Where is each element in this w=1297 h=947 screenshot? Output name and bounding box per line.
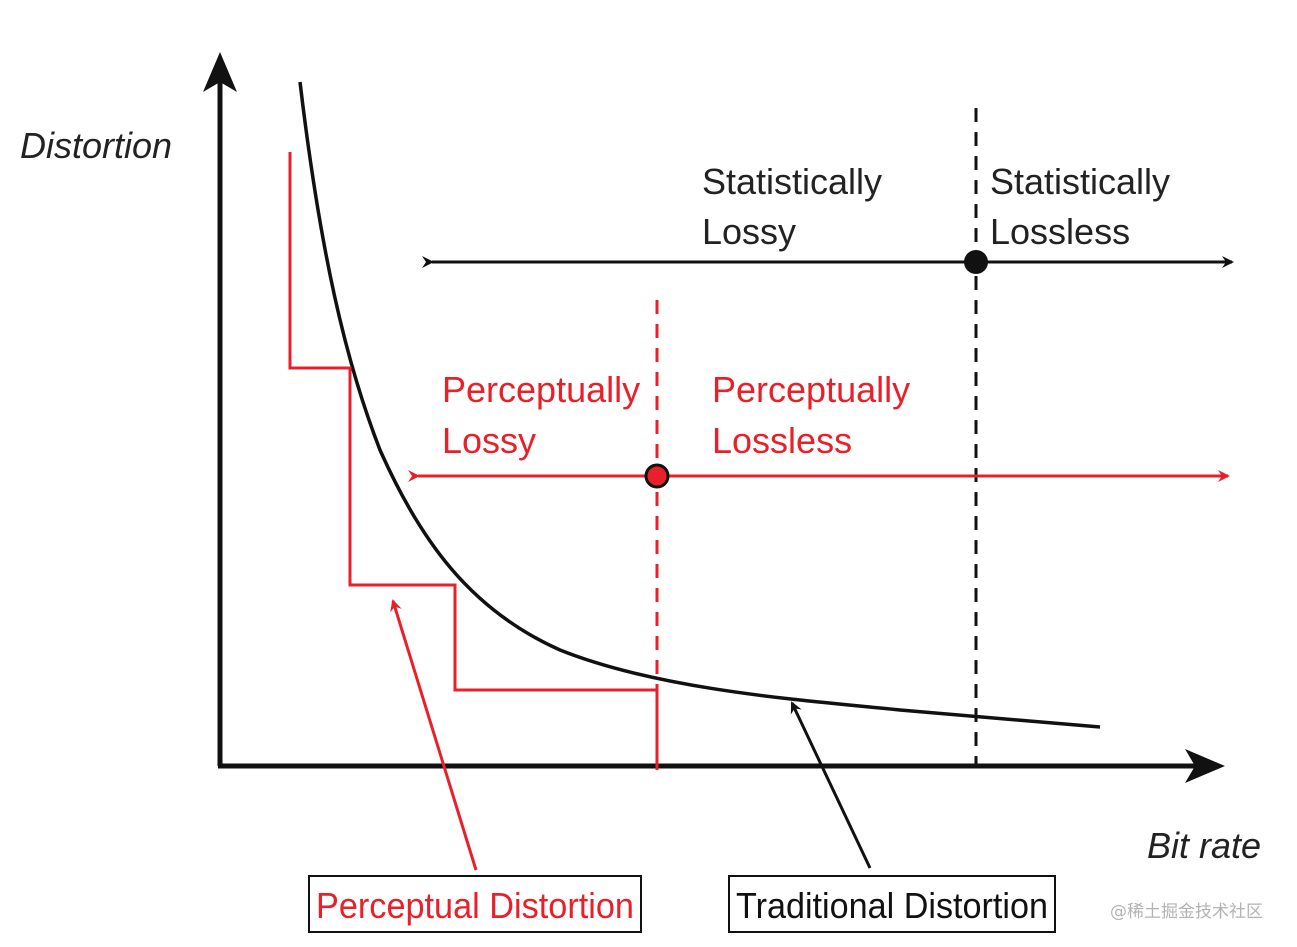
statistically-lossless-label: Statistically Lossless: [990, 161, 1180, 252]
perceptually-lossless-line2: Lossless: [712, 420, 852, 461]
watermark: @稀土掘金技术社区: [1110, 902, 1263, 922]
traditional-callout-box: [728, 875, 1056, 933]
perceptual-callout-box: [308, 875, 642, 933]
perceptual-callout-pointer: [390, 599, 478, 871]
perceptually-lossy-line2: Lossy: [442, 420, 536, 461]
statistically-lossy-line2: Lossy: [702, 211, 796, 252]
y-axis-label: Distortion: [20, 125, 172, 166]
traditional-distortion-curve: [298, 81, 1101, 729]
perceptually-lossless-label: Perceptually Lossless: [712, 369, 920, 461]
traditional-distortion-callout: Traditional Distortion: [728, 875, 1056, 933]
statistically-lossy-label: Statistically Lossy: [702, 161, 892, 252]
perceptually-lossy-line1: Perceptually: [442, 369, 640, 410]
perceptual-threshold-marker: [644, 463, 670, 489]
statistically-lossless-line2: Lossless: [990, 211, 1130, 252]
y-axis-arrowhead: [203, 52, 237, 92]
perceptual-callout-text: Perceptual Distortion: [316, 885, 634, 926]
statistical-threshold-marker: [964, 250, 988, 274]
perceptual-distortion-callout: Perceptual Distortion: [308, 875, 642, 933]
x-axis-arrowhead: [1185, 749, 1225, 783]
axes: [203, 52, 1225, 783]
statistically-lossless-line1: Statistically: [990, 161, 1170, 202]
perceptually-lossy-label: Perceptually Lossy: [442, 369, 650, 461]
x-axis-label: Bit rate: [1147, 825, 1261, 866]
statistically-lossy-line1: Statistically: [702, 161, 882, 202]
traditional-callout-text: Traditional Distortion: [736, 885, 1048, 926]
traditional-callout-pointer: [790, 701, 872, 869]
perceptually-lossless-line1: Perceptually: [712, 369, 910, 410]
perceptual-distortion-staircase: [288, 152, 659, 770]
